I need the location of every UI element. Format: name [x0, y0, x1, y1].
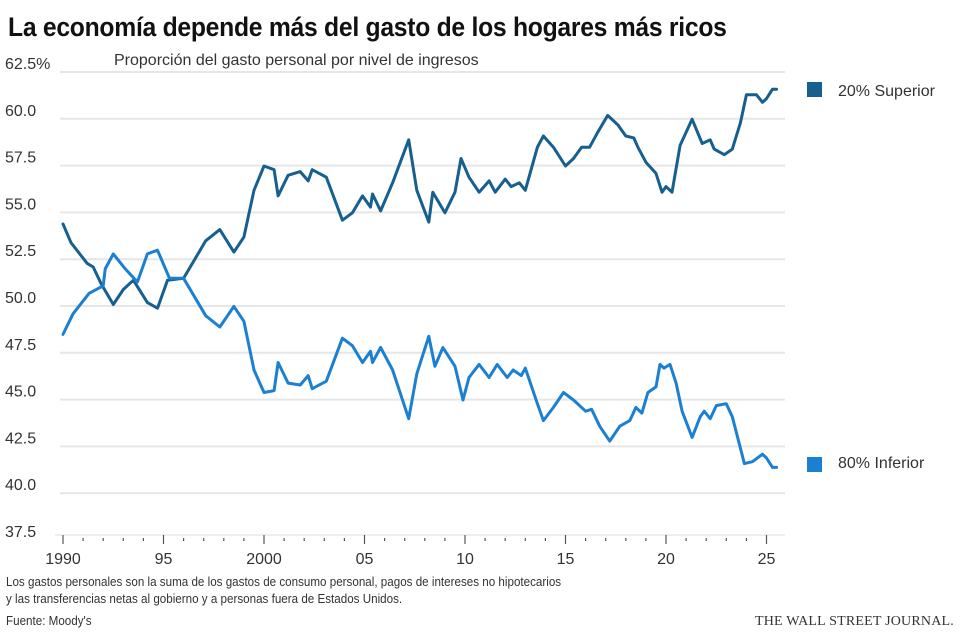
legend-label-bottom80: 80% Inferior — [838, 455, 925, 472]
series-line-bottom80 — [61, 248, 779, 469]
legend-item-top20: 20% Superior — [807, 82, 936, 100]
legend-swatch-bottom80 — [807, 457, 822, 472]
y-tick-label: 40.0 — [5, 477, 36, 494]
y-tick-label: 60.0 — [5, 103, 36, 120]
y-tick-label: 62.5% — [5, 56, 50, 73]
legend-swatch-top20 — [807, 82, 822, 97]
y-tick-label: 57.5 — [5, 150, 36, 167]
x-tick-label: 95 — [155, 551, 173, 568]
y-tick-label: 55.0 — [5, 196, 36, 213]
legend-label-top20: 20% Superior — [838, 83, 936, 100]
y-tick-label: 50.0 — [5, 290, 36, 307]
y-tick-label: 37.5 — [5, 524, 36, 541]
series-line-top20 — [61, 87, 779, 310]
x-tick-label: 2000 — [246, 551, 282, 568]
x-tick-label: 1990 — [45, 551, 81, 568]
footnote-line-2: y las transferencias netas al gobierno y… — [6, 592, 403, 606]
legend-item-bottom80: 80% Inferior — [807, 455, 925, 472]
y-tick-label: 47.5 — [5, 337, 36, 354]
footnote-line-1: Los gastos personales son la suma de los… — [6, 575, 562, 589]
chart-subtitle: Proporción del gasto personal por nivel … — [114, 52, 479, 69]
x-tick-label: 15 — [557, 551, 575, 568]
y-tick-label: 42.5 — [5, 430, 36, 447]
source-note: Fuente: Moody's — [6, 614, 92, 628]
gridlines — [60, 71, 785, 495]
y-tick-label: 45.0 — [5, 384, 36, 401]
chart-title: La economía depende más del gasto de los… — [8, 12, 727, 42]
x-axis: 1990 95 2000 05 10 15 20 25 — [45, 534, 785, 568]
legend: 20% Superior 80% Inferior — [807, 82, 936, 472]
x-tick-label: 10 — [456, 551, 474, 568]
y-tick-label: 52.5 — [5, 243, 36, 260]
x-tick-label: 20 — [657, 551, 675, 568]
y-axis: 62.5% 60.0 57.5 55.0 52.5 50.0 47.5 45.0 42.5 40.… — [5, 56, 50, 541]
x-tick-label: 05 — [356, 551, 374, 568]
publisher-logo: THE WALL STREET JOURNAL. — [755, 614, 954, 629]
series-lines — [61, 87, 779, 469]
x-tick-label: 25 — [758, 551, 776, 568]
